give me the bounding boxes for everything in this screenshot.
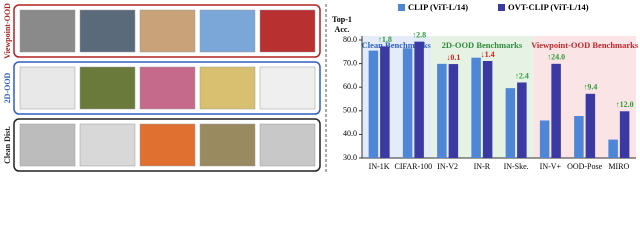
image [199, 123, 256, 167]
x-tick-label: MIRO [608, 162, 629, 171]
bar [368, 50, 379, 159]
bar [505, 88, 516, 158]
group-label: Clean Benchmarks [362, 40, 432, 50]
y-tick-label: 70.0 [343, 58, 357, 67]
row-box [13, 61, 321, 115]
image [199, 9, 256, 53]
image [139, 9, 196, 53]
bar [619, 111, 630, 158]
x-tick-label: IN-Ske. [504, 162, 529, 171]
image [19, 66, 76, 110]
delta-label: ↑2.4 [515, 71, 529, 80]
x-tick-label: CIFAR-100 [395, 162, 433, 171]
delta-label: ↓1.4 [481, 50, 495, 59]
bar [608, 139, 618, 158]
delta-label: ↑2.8 [412, 30, 426, 39]
legend-label: CLIP (ViT-L/14) [408, 2, 468, 12]
y-tick-label: 50.0 [343, 106, 357, 115]
bar [414, 41, 424, 158]
figure: Viewpoint-OOD 2D-OOD Clean Dist. Clean Benc… [3, 2, 639, 172]
delta-label: ↓0.1 [446, 53, 460, 62]
image [139, 66, 196, 110]
legend-swatch [498, 4, 505, 11]
image [79, 9, 136, 53]
group-background [533, 36, 636, 158]
row-label: Viewpoint-OOD [3, 3, 12, 59]
bar [482, 61, 493, 159]
bar [574, 115, 584, 158]
y-tick-label: 60.0 [343, 82, 357, 91]
bar [448, 64, 459, 158]
bar [539, 120, 550, 158]
row-box [13, 4, 321, 58]
x-tick-label: IN-V+ [540, 162, 562, 171]
image [19, 123, 76, 167]
page: {"image_rows": [ {"label": "Viewpoint-OO… [2, 1, 639, 172]
row-label: 2D-OOD [3, 72, 12, 103]
group-label: 2D-OOD Benchmarks [442, 40, 523, 50]
image [139, 123, 196, 167]
legend-label: OVT-CLIP (ViT-L/14) [508, 2, 589, 12]
row-label: Clean Dist. [3, 126, 12, 164]
bar [471, 57, 481, 159]
y-tick-label: 40.0 [343, 129, 357, 138]
x-tick-label: IN-1K [369, 162, 390, 171]
delta-label: ↑24.0 [547, 53, 565, 62]
image [79, 66, 136, 110]
y-axis-label: Top-1 [332, 15, 352, 24]
bar [402, 48, 413, 159]
group-background [430, 36, 534, 158]
delta-label: ↑1.8 [378, 35, 392, 44]
image [79, 123, 136, 167]
bar [380, 46, 390, 158]
delta-label: ↑9.4 [583, 83, 597, 92]
image [259, 66, 316, 110]
bar [551, 63, 561, 158]
image [19, 9, 76, 53]
bar [585, 93, 596, 158]
x-tick-label: IN-R [474, 162, 491, 171]
y-tick-label: 80.0 [343, 35, 357, 44]
image [199, 66, 256, 110]
x-tick-label: IN-V2 [437, 162, 458, 171]
row-box [13, 118, 321, 172]
image [259, 9, 316, 53]
bar [517, 82, 527, 158]
x-tick-label: OOD-Pose [567, 162, 603, 171]
legend-swatch [398, 4, 405, 11]
y-tick-label: 30.0 [343, 153, 357, 162]
image [259, 123, 316, 167]
delta-label: ↑12.0 [616, 100, 634, 109]
group-label: Viewpoint-OOD Benchmarks [531, 40, 639, 50]
y-axis-label: Acc. [335, 25, 350, 34]
bar [437, 63, 447, 158]
